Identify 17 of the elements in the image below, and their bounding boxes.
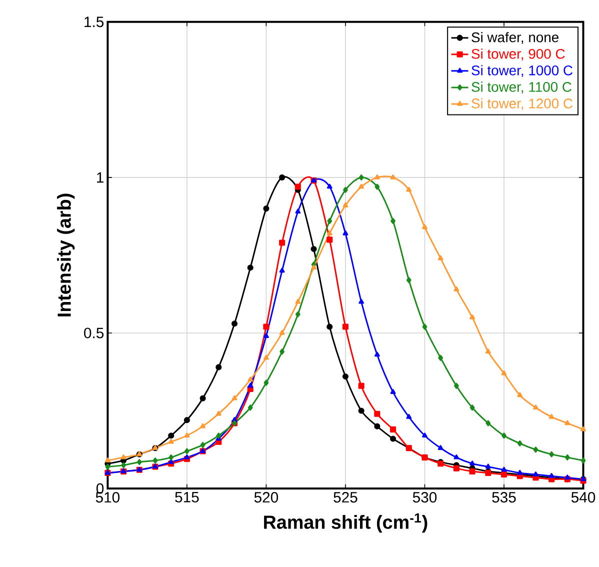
x-tick-label: 510 (96, 492, 120, 502)
x-tick-label: 520 (254, 492, 278, 502)
x-tick-label: 540 (571, 492, 596, 502)
legend-label: Si tower, 900 C (472, 48, 565, 60)
x-tick-label: 535 (492, 492, 516, 502)
legend-label: Si tower, 1000 C (472, 64, 572, 77)
y-axis-title: Intensity (arb) (57, 194, 75, 316)
x-axis-title: Raman shift (cm$^{-1}$) (264, 513, 428, 532)
legend-label: Si tower, 1200 C (472, 98, 572, 110)
x-tick-label: 530 (412, 492, 437, 502)
legend-label: Si wafer, none (472, 32, 558, 44)
y-tick-label: 0.5 (84, 328, 104, 338)
legend-label: Si tower, 1100 C (472, 82, 572, 94)
y-tick-label: 1.5 (84, 16, 104, 27)
y-tick-label: 1 (97, 172, 104, 182)
x-tick-label: 525 (334, 492, 358, 502)
x-tick-label: 515 (175, 492, 199, 502)
